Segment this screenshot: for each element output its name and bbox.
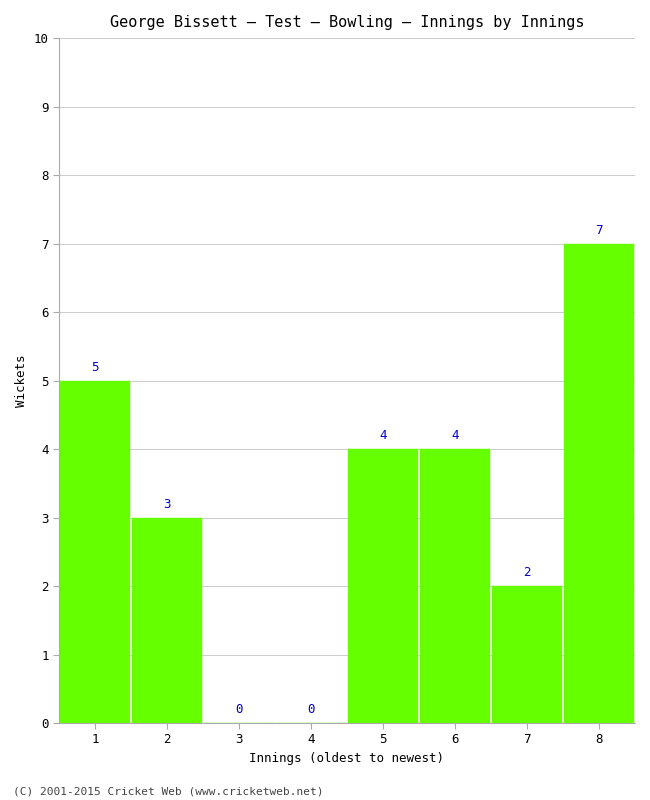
Bar bbox=[492, 586, 562, 723]
Text: 5: 5 bbox=[91, 361, 99, 374]
Bar bbox=[60, 381, 130, 723]
Bar bbox=[132, 518, 202, 723]
Text: 0: 0 bbox=[307, 703, 315, 716]
Y-axis label: Wickets: Wickets bbox=[15, 354, 28, 407]
Bar bbox=[564, 243, 634, 723]
Text: 4: 4 bbox=[379, 430, 387, 442]
Title: George Bissett – Test – Bowling – Innings by Innings: George Bissett – Test – Bowling – Inning… bbox=[110, 15, 584, 30]
Text: 7: 7 bbox=[595, 224, 603, 237]
Text: 0: 0 bbox=[235, 703, 242, 716]
Bar bbox=[420, 449, 490, 723]
X-axis label: Innings (oldest to newest): Innings (oldest to newest) bbox=[250, 752, 445, 765]
Bar bbox=[348, 449, 418, 723]
Text: 3: 3 bbox=[163, 498, 171, 510]
Text: (C) 2001-2015 Cricket Web (www.cricketweb.net): (C) 2001-2015 Cricket Web (www.cricketwe… bbox=[13, 786, 324, 796]
Text: 4: 4 bbox=[451, 430, 459, 442]
Text: 2: 2 bbox=[523, 566, 531, 579]
